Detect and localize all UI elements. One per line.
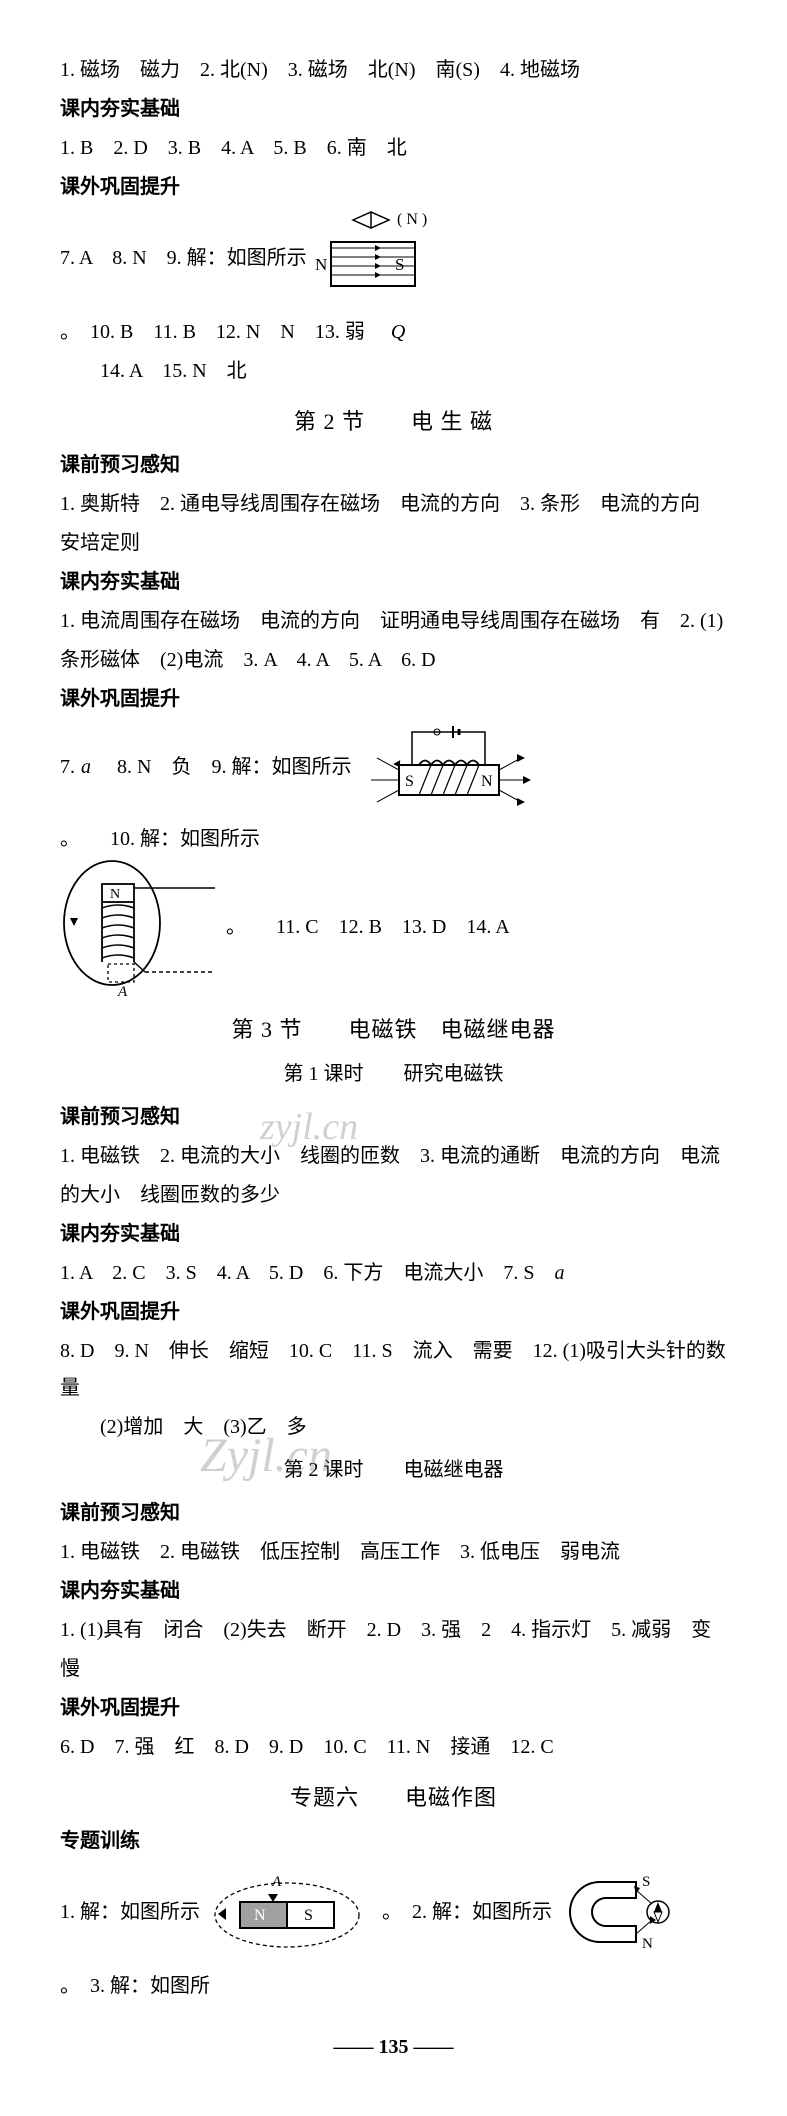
h3-2: 课外巩固提升 bbox=[60, 1294, 727, 1331]
t6-1c: 。 3. 解：如图所 bbox=[60, 1968, 210, 2005]
h3-3: 课前预习感知 bbox=[60, 1495, 727, 1532]
p3-5: 6. D 7. 强 红 8. D 9. D 10. C 11. N 接通 12.… bbox=[60, 1729, 727, 1766]
row-coil: 7. a 8. N 负 9. 解：如图所示 S N bbox=[60, 720, 727, 858]
title-topic6: 专题六 电磁作图 bbox=[60, 1778, 727, 1819]
row-topic6-1: 1. 解：如图所示 A N S 。 2. 解：如图所示 S N bbox=[60, 1862, 727, 2005]
page-number: —— 135 —— bbox=[60, 2029, 727, 2066]
bm-a: A bbox=[271, 1874, 282, 1890]
label-s: S bbox=[395, 255, 404, 274]
t7: 7. bbox=[60, 749, 75, 786]
hs-s: S bbox=[642, 1874, 650, 1890]
sol-a: A bbox=[117, 984, 128, 998]
sub3-1: 第 1 课时 研究电磁铁 bbox=[60, 1056, 727, 1093]
h-in-class: 课内夯实基础 bbox=[60, 91, 727, 128]
h-topic6: 专题训练 bbox=[60, 1823, 727, 1860]
h3-5: 课外巩固提升 bbox=[60, 1690, 727, 1727]
figure-coil: S N bbox=[357, 720, 537, 815]
row-solenoid: N A 。 11. C 12. B 13. D 14. A bbox=[60, 858, 727, 998]
h3-0: 课前预习感知 bbox=[60, 1099, 727, 1136]
p3-3: 1. 电磁铁 2. 电磁铁 低压控制 高压工作 3. 低电压 弱电流 bbox=[60, 1534, 727, 1571]
p3-0a: 1. 电磁铁 2. 电流的大小 线圈的匝数 3. 电流的通断 电流的方向 电流 bbox=[60, 1138, 727, 1175]
q1-preview: 1. 磁场 磁力 2. 北(N) 3. 磁场 北(N) 南(S) 4. 地磁场 bbox=[60, 52, 727, 89]
h-preview2: 课前预习感知 bbox=[60, 447, 727, 484]
h-in2: 课内夯实基础 bbox=[60, 564, 727, 601]
p3-4b: 慢 bbox=[60, 1651, 727, 1688]
p3-2b: (2)增加 大 (3)乙 多 bbox=[60, 1409, 727, 1446]
row-q7-13: 7. A 8. N 9. 解：如图所示 ( N ) N S 。 10. B 11… bbox=[60, 208, 727, 351]
t8-9: 8. N 负 9. 解：如图所示 bbox=[97, 749, 351, 786]
t6-1b: 。 2. 解：如图所示 bbox=[382, 1894, 552, 1931]
p2-0a: 1. 奥斯特 2. 通电导线周围存在磁场 电流的方向 3. 条形 电流的方向 bbox=[60, 486, 727, 523]
t10: 。 10. 解：如图所示 bbox=[60, 821, 260, 858]
text-q: Q bbox=[391, 314, 405, 351]
figure-bar-magnet: A N S bbox=[206, 1872, 376, 1952]
p3-1: 1. A 2. C 3. S 4. A 5. D 6. 下方 电流大小 7. S… bbox=[60, 1255, 727, 1292]
figure-solenoid: N A bbox=[60, 858, 220, 998]
p2-1a: 1. 电流周围存在磁场 电流的方向 证明通电导线周围存在磁场 有 2. (1) bbox=[60, 603, 727, 640]
sub3-2: 第 2 课时 电磁继电器 bbox=[60, 1452, 727, 1489]
figure-horseshoe: S N bbox=[558, 1862, 678, 1962]
p3-4a: 1. (1)具有 闭合 (2)失去 断开 2. D 3. 强 2 4. 指示灯 … bbox=[60, 1612, 727, 1649]
hs-n: N bbox=[642, 1936, 653, 1952]
label-n-paren: ( N ) bbox=[397, 211, 427, 228]
t11-14: 。 11. C 12. B 13. D 14. A bbox=[226, 909, 510, 946]
coil-n: N bbox=[481, 773, 493, 790]
label-n: N bbox=[315, 255, 327, 274]
p3-2a: 8. D 9. N 伸长 缩短 10. C 11. S 流入 需要 12. (1… bbox=[60, 1333, 727, 1407]
h-out2: 课外巩固提升 bbox=[60, 681, 727, 718]
h-out-class: 课外巩固提升 bbox=[60, 169, 727, 206]
p3-0b: 的大小 线圈匝数的多少 bbox=[60, 1177, 727, 1214]
bm-n: N bbox=[254, 1907, 266, 1924]
h3-1: 课内夯实基础 bbox=[60, 1216, 727, 1253]
p2-1b: 条形磁体 (2)电流 3. A 4. A 5. A 6. D bbox=[60, 642, 727, 679]
bm-s: S bbox=[304, 1907, 313, 1924]
text-10-13: 。 10. B 11. B 12. N N 13. 弱 bbox=[60, 314, 385, 351]
a1-inclass: 1. B 2. D 3. B 4. A 5. B 6. 南 北 bbox=[60, 130, 727, 167]
title-sec3: 第 3 节 电磁铁 电磁继电器 bbox=[60, 1010, 727, 1051]
text-7-9: 7. A 8. N 9. 解：如图所示 bbox=[60, 240, 307, 277]
p2-0b: 安培定则 bbox=[60, 525, 727, 562]
t7a: a bbox=[81, 749, 91, 786]
coil-s: S bbox=[405, 773, 414, 790]
sol-n: N bbox=[110, 887, 120, 902]
title-sec2: 第 2 节 电 生 磁 bbox=[60, 402, 727, 443]
figure-compass: ( N ) N S bbox=[313, 208, 443, 308]
t6-1a: 1. 解：如图所示 bbox=[60, 1894, 200, 1931]
h3-4: 课内夯实基础 bbox=[60, 1573, 727, 1610]
a14-15: 14. A 15. N 北 bbox=[60, 353, 727, 390]
